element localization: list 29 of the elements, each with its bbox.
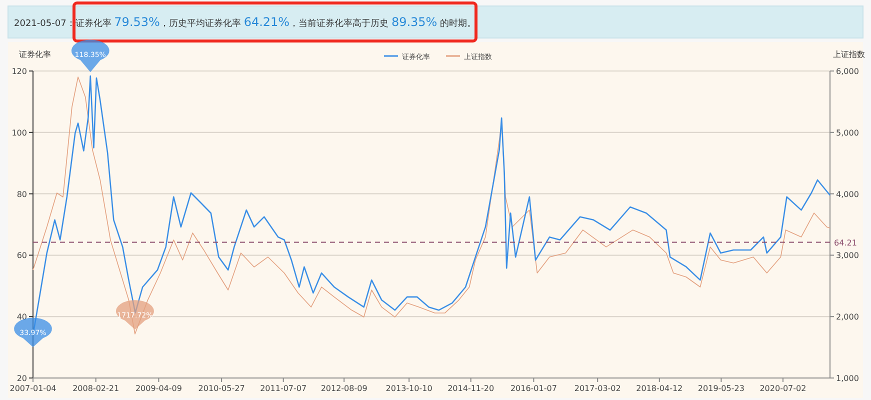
- x-tick-label: 2020-07-02: [760, 384, 806, 393]
- y2-tick-label: 3,000: [836, 251, 859, 260]
- y2-tick-label: 4,000: [836, 190, 859, 199]
- x-tick-label: 2017-03-02: [574, 384, 621, 393]
- y2-tick-label: 6,000: [836, 67, 859, 76]
- y-tick-label: 100: [12, 128, 27, 138]
- y-tick-label: 120: [12, 67, 27, 76]
- x-tick-label: 2009-04-09: [135, 384, 182, 393]
- y-tick-label: 20: [16, 374, 27, 383]
- y-tick-label: 40: [16, 312, 27, 322]
- x-tick-label: 2008-02-21: [72, 384, 120, 393]
- x-tick-label: 2012-08-09: [320, 384, 368, 393]
- ref-line-label: 64.21: [834, 238, 857, 248]
- x-tick-label: 2010-05-27: [198, 384, 245, 393]
- y2-axis-title: 上证指数: [833, 50, 865, 59]
- chart-title: 2021-05-07：证券化率 79.53%，历史平均证券化率 64.21%，当前证券化率高于历史 89.35% 的时期。: [14, 15, 476, 29]
- x-tick-label: 2014-11-20: [448, 384, 494, 393]
- y-tick-label: 80: [16, 190, 27, 199]
- x-tick-label: 2013-10-10: [386, 384, 432, 393]
- x-tick-label: 2011-07-07: [260, 384, 307, 393]
- x-tick-label: 2007-01-04: [10, 384, 56, 393]
- x-tick-label: 2016-01-07: [510, 384, 557, 393]
- y-axis-title: 证券化率: [19, 50, 51, 59]
- y-tick-label: 60: [16, 251, 27, 260]
- x-tick-label: 2018-04-12: [636, 384, 683, 393]
- y2-tick-label: 5,000: [836, 128, 859, 138]
- y2-tick-label: 2,000: [836, 312, 859, 322]
- y2-tick-label: 1,000: [836, 374, 859, 383]
- x-tick-label: 2019-05-23: [698, 384, 744, 393]
